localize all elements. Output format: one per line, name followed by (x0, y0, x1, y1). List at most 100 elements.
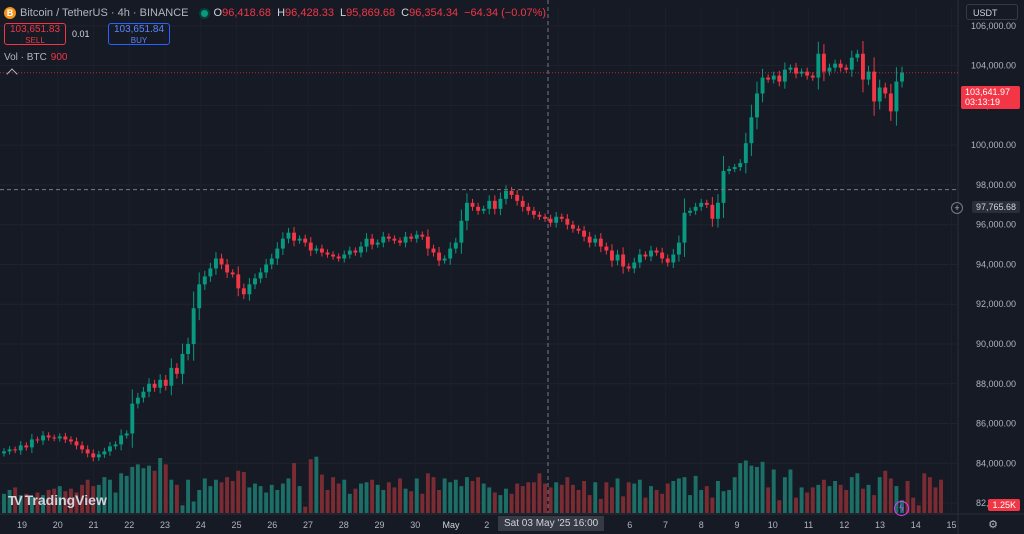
candle-body (74, 441, 79, 446)
candle-body (637, 254, 642, 263)
candle-body (861, 53, 865, 80)
volume-bar (632, 483, 637, 513)
volume-bar (710, 497, 715, 513)
candle-body (24, 445, 29, 448)
candle-body (526, 206, 531, 211)
candle-body (671, 254, 676, 263)
sell-button[interactable]: 103,651.83 SELL (4, 23, 66, 45)
candle-body (900, 72, 904, 82)
candle-body (755, 93, 759, 118)
volume-bar (699, 489, 704, 513)
volume-bar (504, 488, 508, 513)
candle-body (292, 232, 296, 241)
volume-bar (849, 477, 854, 513)
volume-bar (7, 489, 12, 513)
x-tick-label: 28 (339, 520, 349, 530)
settings-gear-icon[interactable]: ⚙ (988, 519, 998, 531)
candle-body (303, 238, 308, 243)
volume-bar (520, 486, 525, 513)
x-tick-label: 24 (196, 520, 206, 530)
candle-body (275, 248, 280, 259)
volume-bar (2, 493, 6, 513)
volume-bar (509, 493, 514, 513)
volume-bar (799, 487, 804, 513)
candle-body (649, 250, 653, 257)
volume-bar (247, 487, 252, 513)
x-tick-label: 12 (839, 520, 849, 530)
candle-body (236, 274, 241, 289)
volume-bar (715, 481, 720, 513)
candle-body (52, 437, 57, 439)
chart-header: B Bitcoin / TetherUS · 4h · BINANCE O96,… (4, 5, 549, 21)
volume-bar (425, 473, 430, 513)
candle-body (370, 238, 375, 245)
tradingview-logo[interactable]: TV TradingView (8, 492, 107, 508)
add-alert-plus-icon[interactable]: + (951, 202, 963, 214)
candle-body (202, 276, 207, 285)
x-tick-label: 14 (911, 520, 921, 530)
candle-body (810, 75, 815, 78)
buy-button[interactable]: 103,651.84 BUY (108, 23, 170, 45)
candle-body (63, 436, 68, 440)
candle-body (504, 190, 508, 199)
volume-bar (336, 483, 341, 513)
volume-bar (481, 483, 486, 513)
candle-body (91, 453, 96, 458)
volume-bar (236, 470, 241, 513)
volume-bar (939, 479, 943, 513)
candle-body (732, 167, 737, 170)
candle-body (169, 367, 174, 386)
currency-selector[interactable]: USDT (966, 4, 1018, 20)
candle-body (665, 258, 670, 263)
y-tick-label: 96,000.00 (976, 220, 1016, 230)
volume-bar (487, 487, 492, 513)
volume-bar (582, 481, 587, 513)
candle-body (777, 75, 782, 82)
candle-body (464, 202, 469, 221)
volume-bar (782, 477, 787, 513)
candle-body (197, 284, 202, 309)
x-tick-label: 13 (875, 520, 885, 530)
candle-body (46, 435, 51, 438)
volume-bar (414, 478, 419, 513)
volume-bar (202, 478, 207, 513)
volume-bar (515, 483, 520, 513)
volume-bar (665, 483, 670, 513)
candle-body (760, 77, 765, 94)
y-tick-label: 90,000.00 (976, 339, 1016, 349)
volume-bar (359, 483, 363, 513)
volume-bar (342, 479, 347, 513)
lightning-icon[interactable]: ϟ (894, 501, 909, 516)
candle-body (844, 67, 849, 70)
volume-bar (593, 482, 598, 513)
volume-bar (331, 477, 336, 513)
volume-bar (292, 463, 296, 513)
volume-bar (130, 466, 135, 513)
candle-body (191, 308, 196, 345)
volume-bar (721, 491, 726, 513)
volume-bar (347, 493, 352, 513)
candle-body (827, 67, 832, 72)
candle-body (247, 284, 252, 295)
volume-bar (543, 483, 547, 513)
volume-bar (46, 489, 51, 513)
candle-body (448, 248, 453, 259)
symbol-title[interactable]: Bitcoin / TetherUS · 4h · BINANCE (20, 7, 189, 19)
candle-body (604, 246, 609, 251)
candle-body (414, 234, 419, 239)
y-tick-label: 84,000.00 (976, 458, 1016, 468)
candle-body (381, 236, 386, 243)
candle-body (766, 77, 771, 80)
candle-body (498, 198, 503, 209)
volume-bar (861, 488, 865, 513)
volume-bar (565, 477, 570, 513)
volume-bar (108, 479, 112, 513)
candle-body (849, 57, 854, 70)
volume-bar (676, 478, 681, 513)
volume-bar (498, 495, 503, 513)
x-tick-label: 11 (804, 520, 813, 530)
volume-bar (68, 488, 73, 513)
y-tick-label: 86,000.00 (976, 419, 1016, 429)
candle-body (286, 232, 291, 239)
